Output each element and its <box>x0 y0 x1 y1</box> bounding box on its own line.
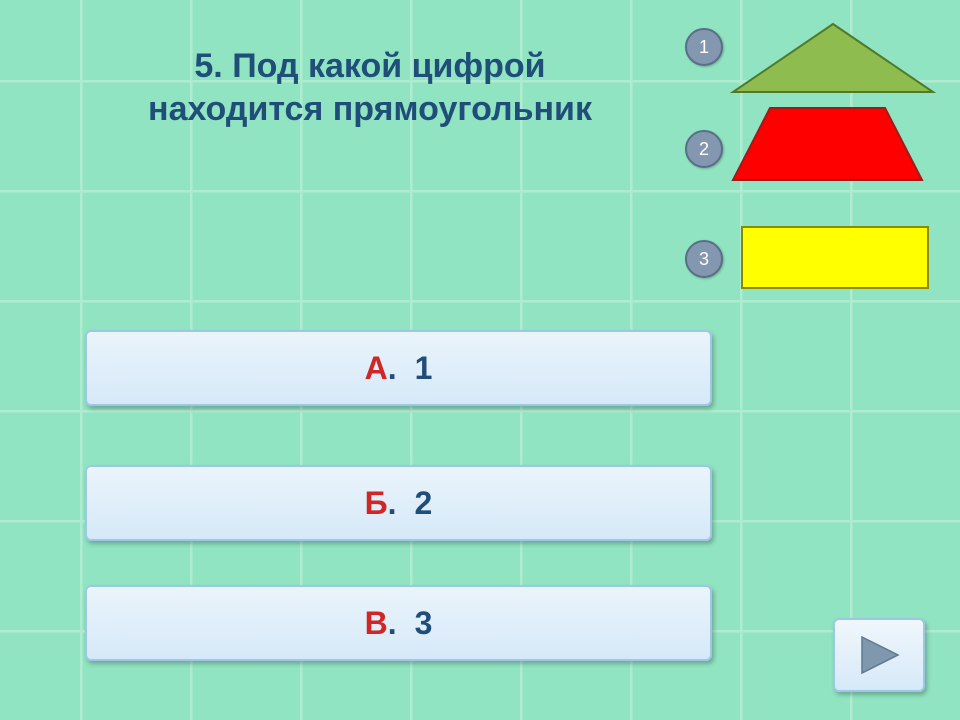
answer-letter: В <box>365 605 388 642</box>
answer-value: 2 <box>415 485 433 522</box>
answer-option-a[interactable]: А. 1 <box>85 330 712 406</box>
answer-value: 3 <box>415 605 433 642</box>
shape-badge-3: 3 <box>685 240 723 278</box>
quiz-slide: 5. Под какой цифрой находится прямоуголь… <box>0 0 960 720</box>
answer-option-b[interactable]: Б. 2 <box>85 465 712 541</box>
shape-triangle <box>728 22 938 97</box>
next-button[interactable] <box>833 618 925 692</box>
shape-rectangle <box>740 225 930 290</box>
shape-badge-2: 2 <box>685 130 723 168</box>
shape-badge-1: 1 <box>685 28 723 66</box>
answer-letter: Б <box>365 485 388 522</box>
question-text: 5. Под какой цифрой находится прямоуголь… <box>120 45 620 130</box>
shape-trapezoid <box>730 105 925 185</box>
answer-letter: А <box>365 350 388 387</box>
answer-option-c[interactable]: В. 3 <box>85 585 712 661</box>
play-icon <box>856 633 902 677</box>
answer-value: 1 <box>415 350 433 387</box>
